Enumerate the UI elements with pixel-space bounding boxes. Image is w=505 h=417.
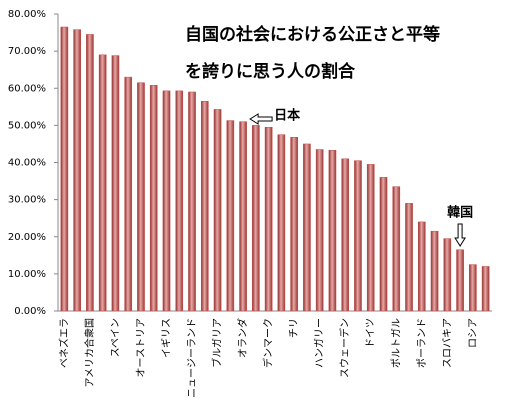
bar (469, 264, 477, 312)
x-tick-label: ドイツ (366, 318, 377, 348)
y-tick-label: 20.00% (8, 232, 46, 243)
x-tick-label: チリ (288, 318, 300, 338)
x-tick-label: デンマーク (262, 318, 275, 368)
y-tick-label: 60.00% (8, 83, 46, 94)
x-tick-label: オランダ (236, 318, 249, 358)
y-tick-label: 0.00% (14, 306, 46, 317)
y-tick-label: 30.00% (8, 195, 46, 206)
y-tick-label: 10.00% (8, 269, 46, 280)
x-tick-label: ベネズエラ (57, 318, 70, 368)
bar (73, 29, 81, 312)
bar (405, 203, 413, 312)
bar (60, 26, 69, 312)
bar (341, 158, 350, 312)
y-tick-label: 40.00% (8, 158, 46, 169)
arrow (454, 223, 466, 247)
x-tick-label: スペイン (110, 318, 121, 357)
bar (481, 266, 490, 312)
arrow (249, 113, 273, 125)
annotation: 韓国 (447, 205, 473, 221)
bar (162, 90, 171, 312)
bar (456, 249, 464, 312)
annotation: 日本 (274, 108, 300, 124)
bar (290, 137, 298, 312)
bar (315, 149, 324, 312)
x-tick-label: ポルトガル (390, 318, 402, 368)
x-tick-label: ブルガリア (211, 318, 224, 368)
x-tick-label: ニュージーランド (186, 318, 198, 398)
bar (277, 134, 286, 312)
x-tick-label: ポーランド (416, 318, 428, 368)
bar (328, 149, 337, 312)
bar (175, 90, 184, 312)
x-tick-label: スウェーデン (338, 318, 351, 378)
bar (137, 82, 145, 312)
bar (188, 91, 196, 312)
chart-title: を誇りに思う人の割合 (185, 61, 356, 82)
x-tick-label: ロシア (468, 318, 479, 348)
chart-title: 自国の社会における公正さと平等 (185, 24, 440, 45)
bar (200, 100, 209, 312)
bar (252, 125, 260, 312)
bar (264, 126, 273, 312)
bar (366, 164, 375, 312)
x-tick-label: ハンガリー (314, 318, 326, 368)
x-tick-label: イギリス (161, 318, 173, 358)
bar (354, 160, 362, 312)
bar (124, 76, 133, 312)
bar (430, 230, 439, 312)
bar (226, 120, 235, 312)
x-tick-label: スロバキア (441, 318, 453, 368)
bar (111, 55, 120, 312)
bar (443, 238, 452, 312)
bar (86, 34, 94, 312)
x-tick-label: オーストリア (135, 318, 147, 378)
bar (239, 121, 247, 312)
y-tick-label: 80.00% (8, 9, 46, 20)
bar (149, 85, 158, 312)
bar (417, 221, 426, 312)
bar (303, 143, 311, 312)
bar (213, 109, 222, 312)
bar (98, 54, 107, 312)
bar (379, 177, 388, 312)
bar (392, 186, 401, 312)
y-tick-label: 70.00% (8, 46, 46, 57)
y-tick-label: 50.00% (8, 120, 46, 131)
x-tick-label: アメリカ合衆国 (83, 318, 96, 388)
